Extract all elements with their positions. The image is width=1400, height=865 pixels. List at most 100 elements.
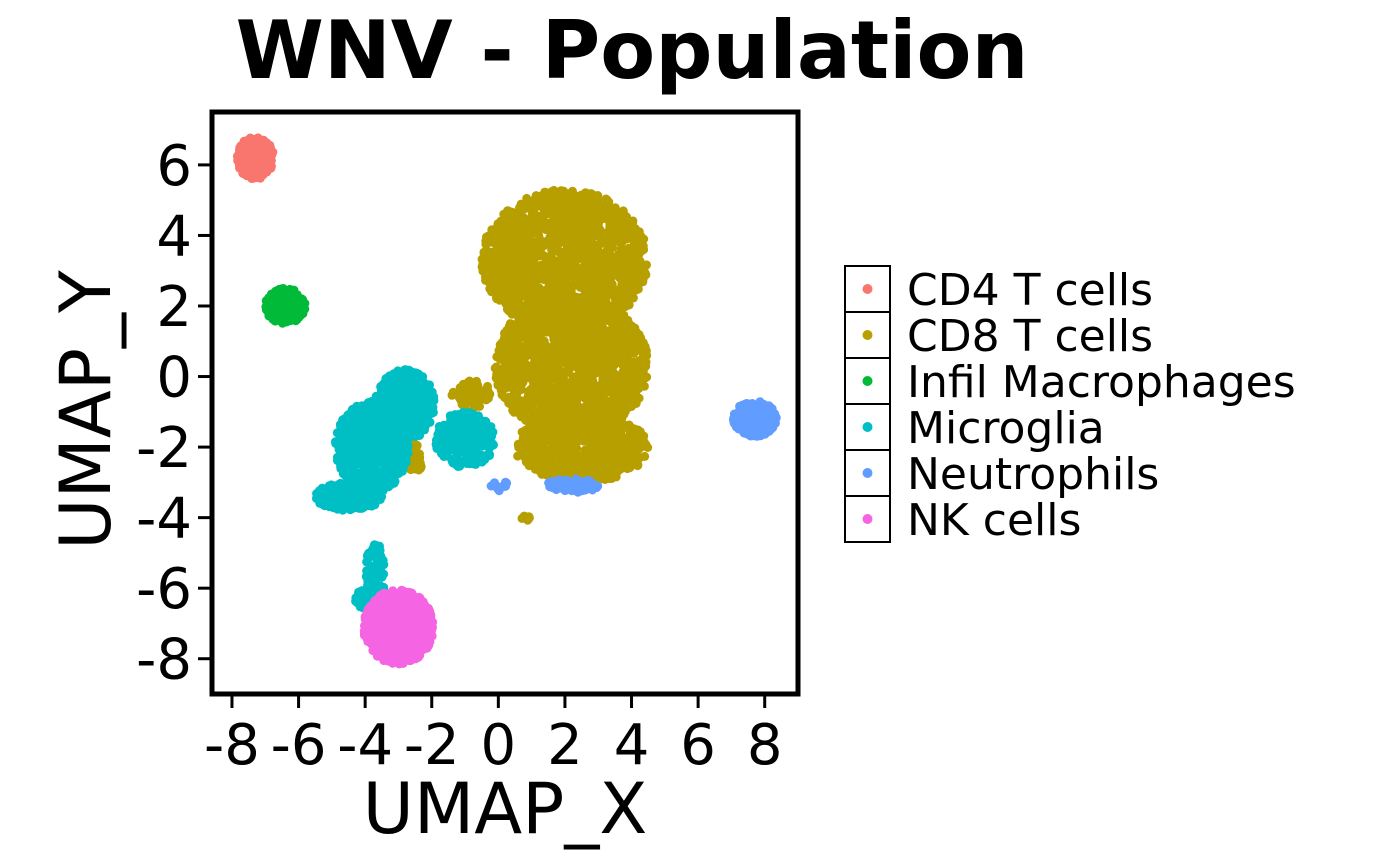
data-point <box>613 322 623 332</box>
data-point <box>542 466 552 476</box>
data-point <box>234 161 244 170</box>
data-point <box>635 256 645 266</box>
data-point <box>530 356 540 366</box>
data-point <box>517 285 527 295</box>
data-point <box>587 410 597 420</box>
data-point <box>463 377 473 387</box>
data-point <box>467 390 477 400</box>
data-point <box>245 165 255 175</box>
data-point <box>485 257 495 267</box>
data-point <box>484 233 494 243</box>
data-point <box>504 281 514 291</box>
data-point <box>256 167 266 177</box>
data-point <box>498 251 508 261</box>
data-point <box>569 303 579 313</box>
data-point <box>238 168 248 178</box>
data-point <box>557 314 567 324</box>
data-point <box>578 367 588 377</box>
data-point <box>520 321 530 330</box>
data-point <box>582 303 592 313</box>
data-point <box>505 399 515 409</box>
data-point <box>595 233 605 242</box>
data-point <box>290 289 300 299</box>
data-point <box>615 419 625 429</box>
data-point <box>547 285 557 295</box>
data-point <box>357 438 367 448</box>
data-point <box>359 468 369 478</box>
data-point <box>546 191 556 201</box>
data-point <box>603 371 612 381</box>
data-point <box>270 290 280 299</box>
data-point <box>521 345 531 355</box>
data-point <box>601 416 611 426</box>
data-point <box>573 356 583 366</box>
data-point <box>619 310 629 320</box>
data-point <box>527 279 537 289</box>
data-point <box>540 300 550 310</box>
data-point <box>263 156 273 166</box>
data-point <box>513 374 523 384</box>
data-point <box>258 149 268 159</box>
data-point <box>587 230 597 239</box>
series-infil-macrophages <box>261 284 310 328</box>
data-point <box>583 313 593 323</box>
data-point <box>343 410 353 420</box>
data-point <box>586 323 596 333</box>
data-point <box>352 401 362 411</box>
data-point <box>586 265 596 275</box>
data-point <box>493 234 503 244</box>
data-point <box>589 305 599 315</box>
data-point <box>578 408 588 418</box>
data-point <box>552 269 562 279</box>
data-point <box>553 205 563 215</box>
data-point <box>376 466 386 476</box>
data-point <box>525 243 535 253</box>
data-point <box>297 301 307 311</box>
data-point <box>616 263 626 273</box>
data-point <box>589 345 599 355</box>
data-point <box>522 312 532 322</box>
data-point <box>636 233 646 242</box>
data-point <box>500 262 510 272</box>
data-point <box>608 211 618 221</box>
series-cd4-t-cells <box>232 133 278 183</box>
data-point <box>524 512 534 522</box>
data-point <box>599 286 609 296</box>
data-point <box>539 445 549 455</box>
data-point <box>504 339 514 349</box>
data-point <box>632 453 642 463</box>
data-point <box>494 269 504 279</box>
data-point <box>598 393 608 403</box>
data-point <box>636 244 646 254</box>
data-point <box>483 277 493 286</box>
data-point <box>624 243 634 253</box>
data-point <box>478 266 488 276</box>
data-point <box>632 263 641 273</box>
data-point <box>288 300 298 310</box>
data-point <box>537 194 547 204</box>
data-point <box>559 433 568 443</box>
data-point <box>579 201 588 211</box>
data-point <box>628 216 638 226</box>
data-point <box>526 367 536 377</box>
data-point <box>578 454 588 463</box>
data-point <box>281 294 291 304</box>
data-point <box>579 346 589 356</box>
data-point <box>367 457 376 467</box>
data-point <box>560 358 570 368</box>
chart-title: WNV - Population <box>236 4 1029 97</box>
data-point <box>285 312 295 322</box>
data-point <box>558 376 568 386</box>
data-point <box>569 372 579 382</box>
data-point <box>524 386 534 396</box>
data-point <box>595 367 604 377</box>
data-point <box>528 375 538 385</box>
data-point <box>590 429 600 439</box>
data-point <box>579 295 589 305</box>
data-point <box>612 294 622 304</box>
data-point <box>563 269 573 279</box>
data-point <box>249 147 259 157</box>
data-point <box>266 163 276 173</box>
data-point <box>513 451 523 461</box>
data-point <box>622 364 632 374</box>
